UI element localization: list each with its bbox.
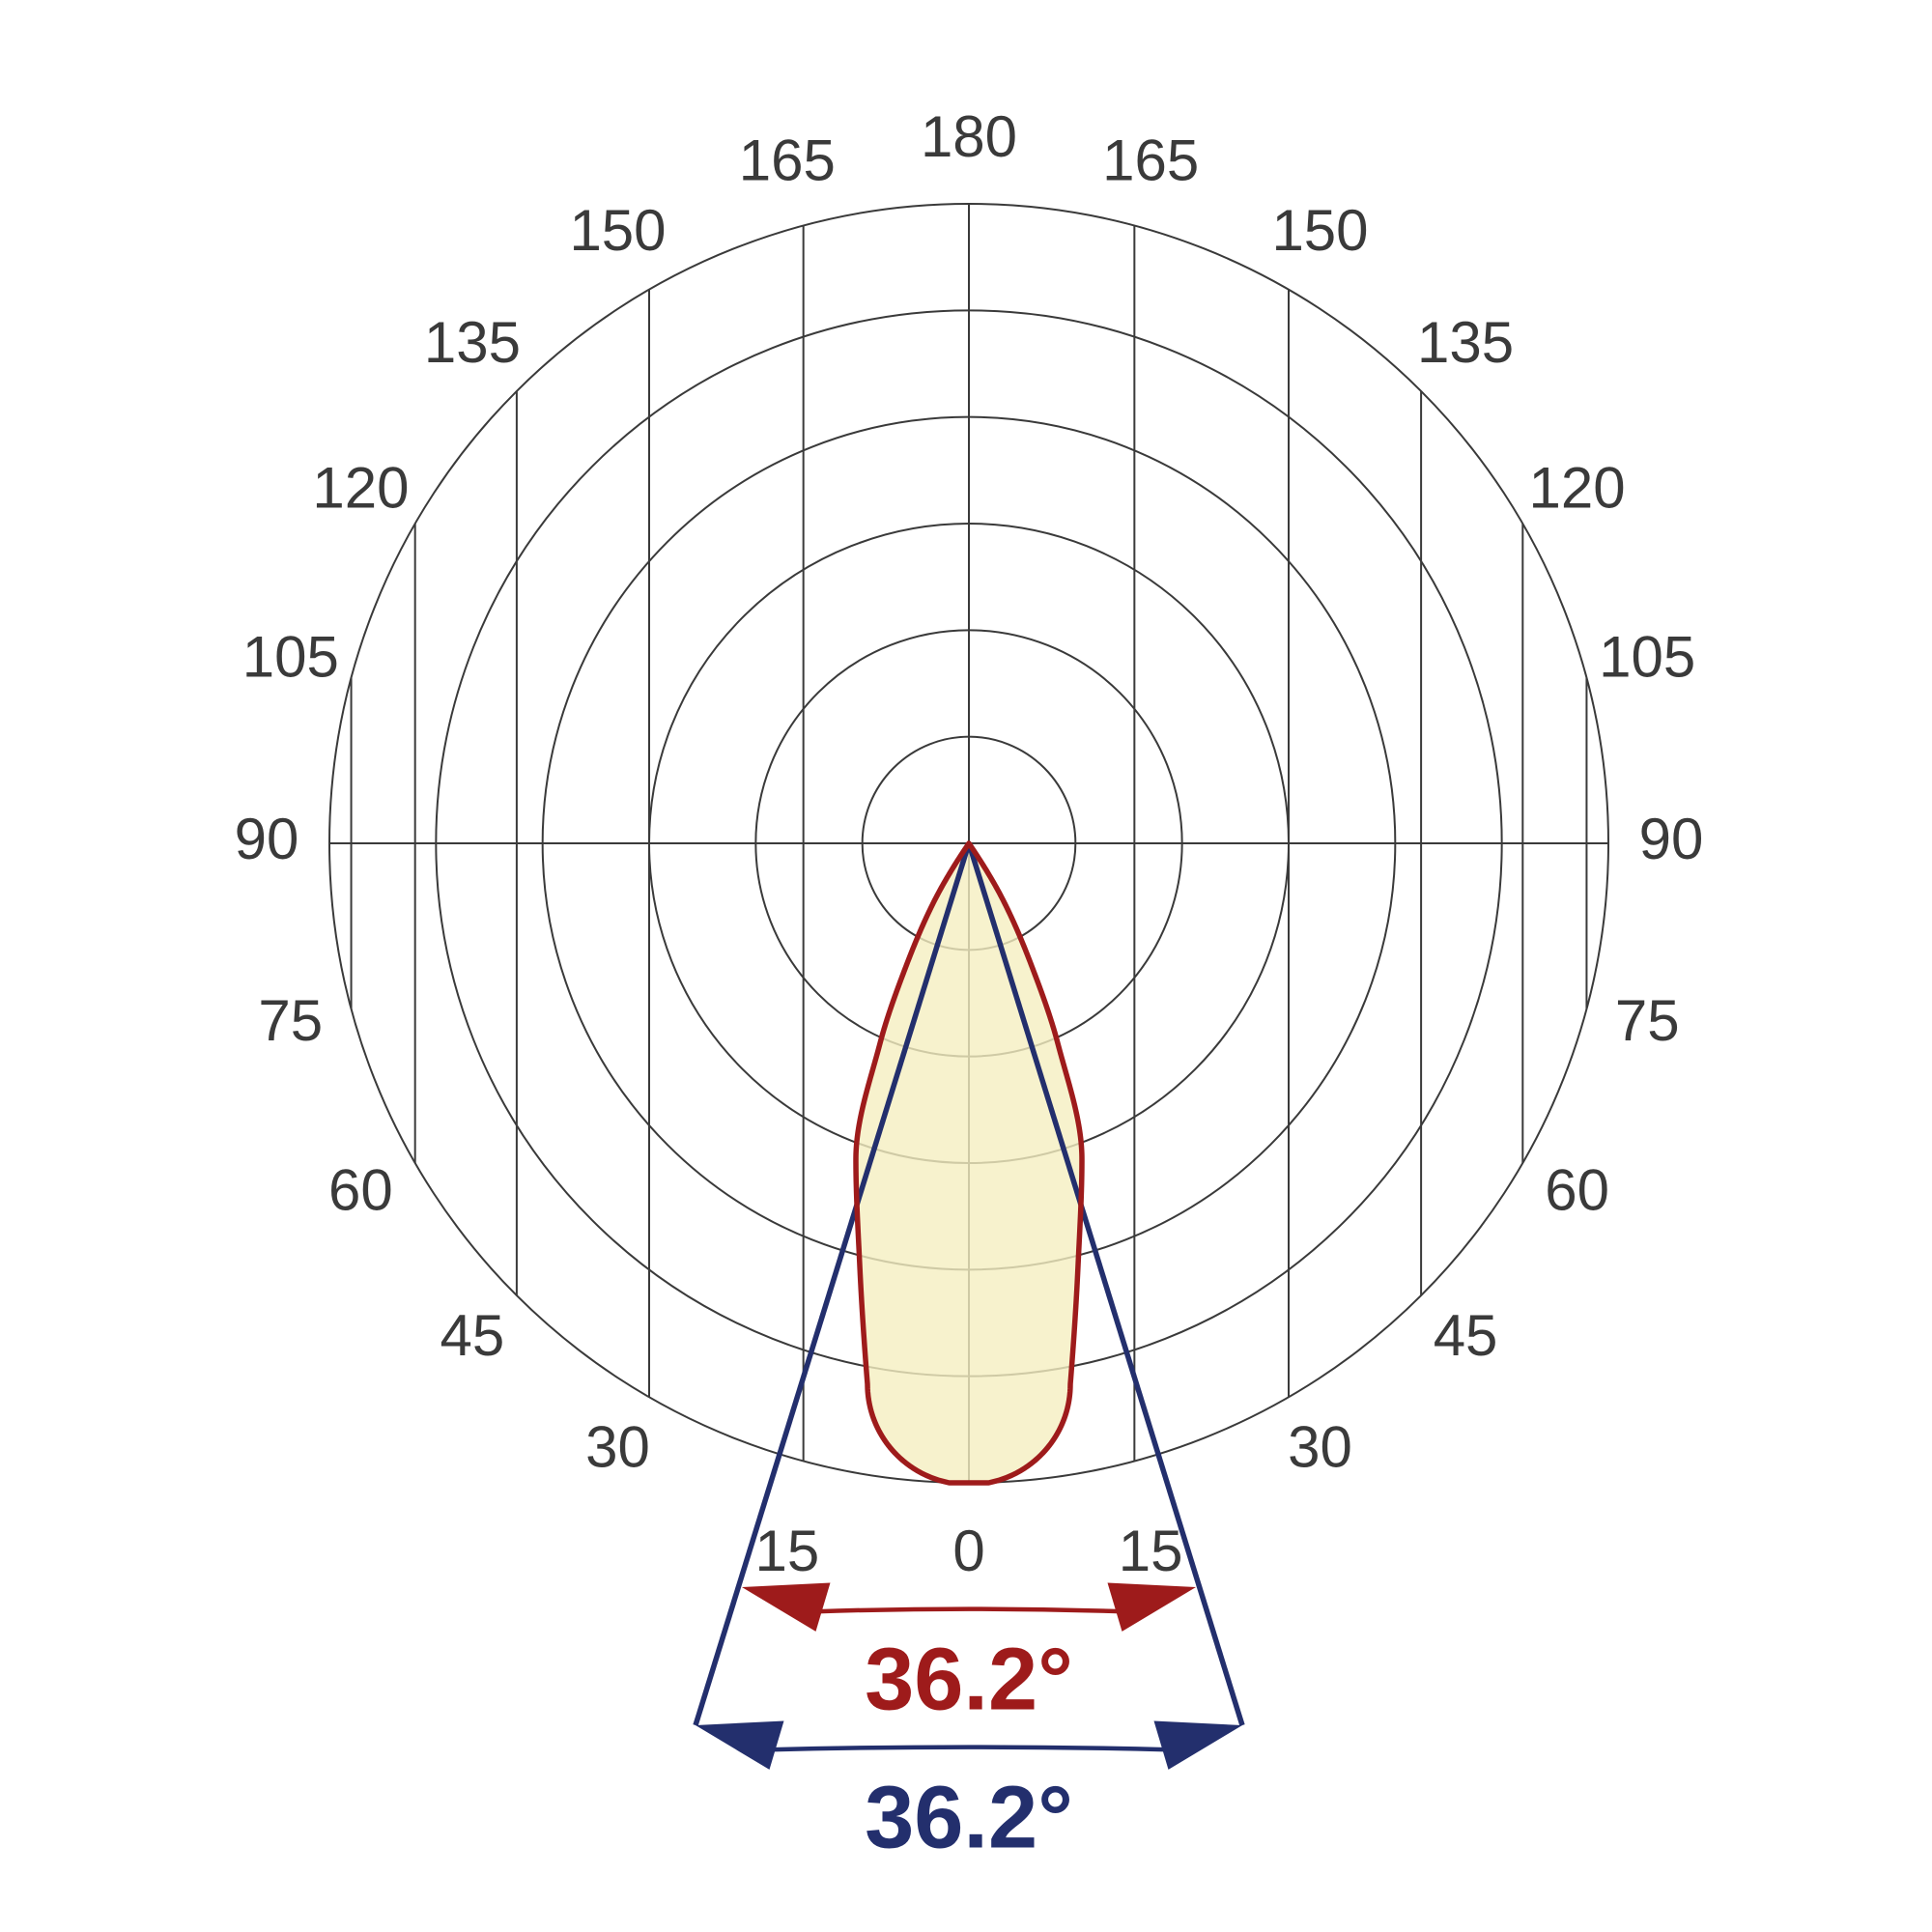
svg-text:165: 165 xyxy=(739,128,836,193)
svg-text:105: 105 xyxy=(242,625,339,690)
svg-text:15: 15 xyxy=(754,1519,819,1583)
svg-text:15: 15 xyxy=(1119,1519,1183,1583)
svg-text:120: 120 xyxy=(1529,455,1626,520)
svg-text:90: 90 xyxy=(1639,807,1704,871)
svg-text:75: 75 xyxy=(258,988,323,1053)
svg-text:135: 135 xyxy=(424,310,521,375)
svg-text:0: 0 xyxy=(952,1519,984,1583)
svg-text:60: 60 xyxy=(1545,1157,1609,1222)
svg-text:135: 135 xyxy=(1417,310,1514,375)
svg-text:180: 180 xyxy=(921,104,1017,169)
svg-text:150: 150 xyxy=(1271,198,1368,263)
svg-text:120: 120 xyxy=(312,455,409,520)
svg-text:60: 60 xyxy=(328,1157,393,1222)
svg-text:75: 75 xyxy=(1615,988,1680,1053)
svg-text:150: 150 xyxy=(569,198,666,263)
svg-text:45: 45 xyxy=(1434,1303,1498,1368)
svg-text:105: 105 xyxy=(1599,625,1695,690)
svg-text:165: 165 xyxy=(1102,128,1199,193)
svg-text:30: 30 xyxy=(1288,1414,1352,1479)
svg-text:36.2°: 36.2° xyxy=(865,1630,1073,1728)
svg-text:90: 90 xyxy=(235,807,299,871)
svg-text:45: 45 xyxy=(440,1303,505,1368)
svg-text:30: 30 xyxy=(585,1414,650,1479)
svg-text:36.2°: 36.2° xyxy=(865,1768,1073,1866)
